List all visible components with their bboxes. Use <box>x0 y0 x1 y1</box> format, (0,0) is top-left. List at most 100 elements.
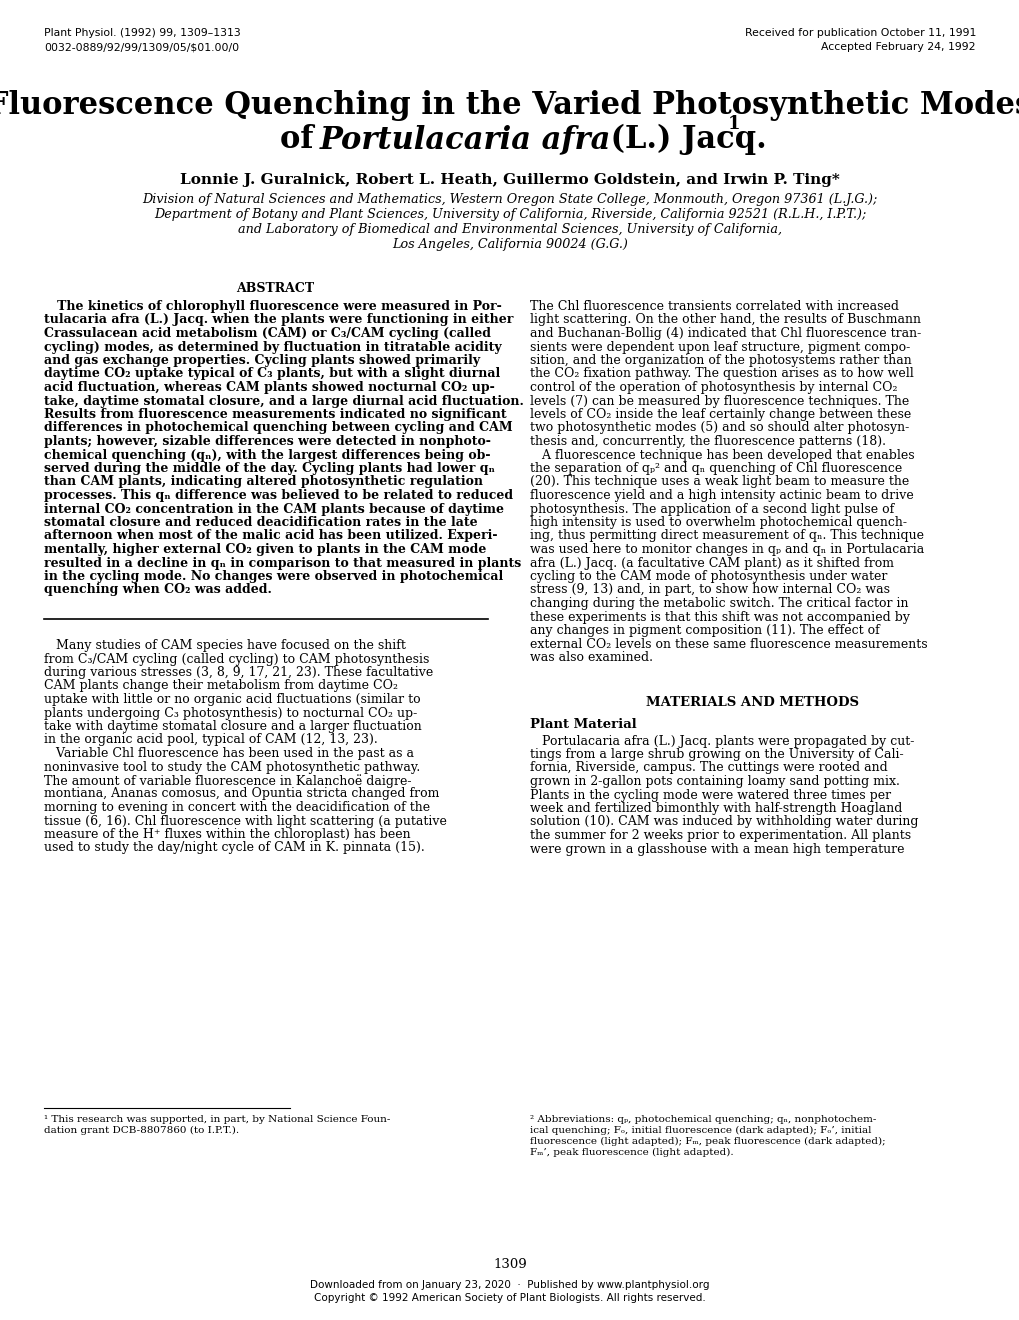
Text: the CO₂ fixation pathway. The question arises as to how well: the CO₂ fixation pathway. The question a… <box>530 367 913 380</box>
Text: quenching when CO₂ was added.: quenching when CO₂ was added. <box>44 583 272 597</box>
Text: cycling) modes, as determined by fluctuation in titratable acidity: cycling) modes, as determined by fluctua… <box>44 341 501 354</box>
Text: ing, thus permitting direct measurement of qₙ. This technique: ing, thus permitting direct measurement … <box>530 529 923 543</box>
Text: The amount of variable fluorescence in Kalanchoë daigre-: The amount of variable fluorescence in K… <box>44 774 411 788</box>
Text: Copyright © 1992 American Society of Plant Biologists. All rights reserved.: Copyright © 1992 American Society of Pla… <box>314 1294 705 1303</box>
Text: Plant Material: Plant Material <box>530 718 636 731</box>
Text: and Buchanan-Bollig (4) indicated that Chl fluorescence tran-: and Buchanan-Bollig (4) indicated that C… <box>530 327 920 341</box>
Text: from C₃/CAM cycling (called cycling) to CAM photosynthesis: from C₃/CAM cycling (called cycling) to … <box>44 652 429 665</box>
Text: mentally, higher external CO₂ given to plants in the CAM mode: mentally, higher external CO₂ given to p… <box>44 543 486 556</box>
Text: afra (L.) Jacq. (a facultative CAM plant) as it shifted from: afra (L.) Jacq. (a facultative CAM plant… <box>530 557 893 569</box>
Text: daytime CO₂ uptake typical of C₃ plants, but with a slight diurnal: daytime CO₂ uptake typical of C₃ plants,… <box>44 367 499 380</box>
Text: levels of CO₂ inside the leaf certainly change between these: levels of CO₂ inside the leaf certainly … <box>530 408 910 421</box>
Text: light scattering. On the other hand, the results of Buschmann: light scattering. On the other hand, the… <box>530 314 920 326</box>
Text: Lonnie J. Guralnick, Robert L. Heath, Guillermo Goldstein, and Irwin P. Ting*: Lonnie J. Guralnick, Robert L. Heath, Gu… <box>180 173 839 187</box>
Text: any changes in pigment composition (11). The effect of: any changes in pigment composition (11).… <box>530 624 878 638</box>
Text: ² Abbreviations: qₚ, photochemical quenching; qₙ, nonphotochem-: ² Abbreviations: qₚ, photochemical quenc… <box>530 1115 875 1125</box>
Text: The Chl fluorescence transients correlated with increased: The Chl fluorescence transients correlat… <box>530 300 898 313</box>
Text: 0032-0889/92/99/1309/05/$01.00/0: 0032-0889/92/99/1309/05/$01.00/0 <box>44 42 238 51</box>
Text: in the organic acid pool, typical of CAM (12, 13, 23).: in the organic acid pool, typical of CAM… <box>44 734 377 747</box>
Text: sition, and the organization of the photosystems rather than: sition, and the organization of the phot… <box>530 354 911 367</box>
Text: (L.) Jacq.: (L.) Jacq. <box>599 124 766 156</box>
Text: fluorescence (light adapted); Fₘ, peak fluorescence (dark adapted);: fluorescence (light adapted); Fₘ, peak f… <box>530 1137 884 1146</box>
Text: high intensity is used to overwhelm photochemical quench-: high intensity is used to overwhelm phot… <box>530 516 906 529</box>
Text: measure of the H⁺ fluxes within the chloroplast) has been: measure of the H⁺ fluxes within the chlo… <box>44 828 411 841</box>
Text: uptake with little or no organic acid fluctuations (similar to: uptake with little or no organic acid fl… <box>44 693 420 706</box>
Text: fluorescence yield and a high intensity actinic beam to drive: fluorescence yield and a high intensity … <box>530 488 913 502</box>
Text: ical quenching; Fₒ, initial fluorescence (dark adapted); Fₒ’, initial: ical quenching; Fₒ, initial fluorescence… <box>530 1126 870 1135</box>
Text: week and fertilized bimonthly with half-strength Hoagland: week and fertilized bimonthly with half-… <box>530 803 902 814</box>
Text: tissue (6, 16). Chl fluorescence with light scattering (a putative: tissue (6, 16). Chl fluorescence with li… <box>44 814 446 828</box>
Text: ¹ This research was supported, in part, by National Science Foun-: ¹ This research was supported, in part, … <box>44 1115 390 1125</box>
Text: montiana, Ananas comosus, and Opuntia stricta changed from: montiana, Ananas comosus, and Opuntia st… <box>44 788 439 800</box>
Text: dation grant DCB-8807860 (to I.P.T.).: dation grant DCB-8807860 (to I.P.T.). <box>44 1126 238 1135</box>
Text: used to study the day/night cycle of CAM in K. pinnata (15).: used to study the day/night cycle of CAM… <box>44 842 424 854</box>
Text: Plants in the cycling mode were watered three times per: Plants in the cycling mode were watered … <box>530 788 891 801</box>
Text: internal CO₂ concentration in the CAM plants because of daytime: internal CO₂ concentration in the CAM pl… <box>44 503 503 516</box>
Text: external CO₂ levels on these same fluorescence measurements: external CO₂ levels on these same fluore… <box>530 638 926 651</box>
Text: the separation of qₚ² and qₙ quenching of Chl fluorescence: the separation of qₚ² and qₙ quenching o… <box>530 462 902 475</box>
Text: morning to evening in concert with the deacidification of the: morning to evening in concert with the d… <box>44 801 430 814</box>
Text: plants undergoing C₃ photosynthesis) to nocturnal CO₂ up-: plants undergoing C₃ photosynthesis) to … <box>44 706 417 719</box>
Text: Downloaded from on January 23, 2020  ·  Published by www.plantphysiol.org: Downloaded from on January 23, 2020 · Pu… <box>310 1280 709 1290</box>
Text: stomatal closure and reduced deacidification rates in the late: stomatal closure and reduced deacidifica… <box>44 516 477 529</box>
Text: sients were dependent upon leaf structure, pigment compo-: sients were dependent upon leaf structur… <box>530 341 909 354</box>
Text: acid fluctuation, whereas CAM plants showed nocturnal CO₂ up-: acid fluctuation, whereas CAM plants sho… <box>44 381 494 393</box>
Text: take, daytime stomatal closure, and a large diurnal acid fluctuation.: take, daytime stomatal closure, and a la… <box>44 395 524 408</box>
Text: than CAM plants, indicating altered photosynthetic regulation: than CAM plants, indicating altered phot… <box>44 475 483 488</box>
Text: resulted in a decline in qₙ in comparison to that measured in plants: resulted in a decline in qₙ in compariso… <box>44 557 521 569</box>
Text: these experiments is that this shift was not accompanied by: these experiments is that this shift was… <box>530 610 909 623</box>
Text: were grown in a glasshouse with a mean high temperature: were grown in a glasshouse with a mean h… <box>530 842 904 855</box>
Text: cycling to the CAM mode of photosynthesis under water: cycling to the CAM mode of photosynthesi… <box>530 570 887 583</box>
Text: thesis and, concurrently, the fluorescence patterns (18).: thesis and, concurrently, the fluorescen… <box>530 436 886 447</box>
Text: Portulacaria afra (L.) Jacq. plants were propagated by cut-: Portulacaria afra (L.) Jacq. plants were… <box>530 734 913 747</box>
Text: take with daytime stomatal closure and a larger fluctuation: take with daytime stomatal closure and a… <box>44 719 421 733</box>
Text: Portulacaria afra: Portulacaria afra <box>320 124 610 154</box>
Text: in the cycling mode. No changes were observed in photochemical: in the cycling mode. No changes were obs… <box>44 570 502 583</box>
Text: served during the middle of the day. Cycling plants had lower qₙ: served during the middle of the day. Cyc… <box>44 462 494 475</box>
Text: tulacaria afra (L.) Jacq. when the plants were functioning in either: tulacaria afra (L.) Jacq. when the plant… <box>44 314 513 326</box>
Text: Variable Chl fluorescence has been used in the past as a: Variable Chl fluorescence has been used … <box>44 747 414 760</box>
Text: was also examined.: was also examined. <box>530 651 652 664</box>
Text: was used here to monitor changes in qₚ and qₙ in Portulacaria: was used here to monitor changes in qₚ a… <box>530 543 923 556</box>
Text: Many studies of CAM species have focused on the shift: Many studies of CAM species have focused… <box>44 639 406 652</box>
Text: afternoon when most of the malic acid has been utilized. Experi-: afternoon when most of the malic acid ha… <box>44 529 497 543</box>
Text: MATERIALS AND METHODS: MATERIALS AND METHODS <box>646 697 859 710</box>
Text: differences in photochemical quenching between cycling and CAM: differences in photochemical quenching b… <box>44 421 513 434</box>
Text: the summer for 2 weeks prior to experimentation. All plants: the summer for 2 weeks prior to experime… <box>530 829 910 842</box>
Text: The kinetics of chlorophyll fluorescence were measured in Por-: The kinetics of chlorophyll fluorescence… <box>44 300 501 313</box>
Text: two photosynthetic modes (5) and so should alter photosyn-: two photosynthetic modes (5) and so shou… <box>530 421 908 434</box>
Text: Received for publication October 11, 1991: Received for publication October 11, 199… <box>744 28 975 38</box>
Text: (20). This technique uses a weak light beam to measure the: (20). This technique uses a weak light b… <box>530 475 908 488</box>
Text: Fₘ’, peak fluorescence (light adapted).: Fₘ’, peak fluorescence (light adapted). <box>530 1148 733 1158</box>
Text: CAM plants change their metabolism from daytime CO₂: CAM plants change their metabolism from … <box>44 680 397 693</box>
Text: and gas exchange properties. Cycling plants showed primarily: and gas exchange properties. Cycling pla… <box>44 354 480 367</box>
Text: Accepted February 24, 1992: Accepted February 24, 1992 <box>820 42 975 51</box>
Text: grown in 2-gallon pots containing loamy sand potting mix.: grown in 2-gallon pots containing loamy … <box>530 775 899 788</box>
Text: Department of Botany and Plant Sciences, University of California, Riverside, Ca: Department of Botany and Plant Sciences,… <box>154 209 865 220</box>
Text: stress (9, 13) and, in part, to show how internal CO₂ was: stress (9, 13) and, in part, to show how… <box>530 583 890 597</box>
Text: 1: 1 <box>728 115 740 133</box>
Text: and Laboratory of Biomedical and Environmental Sciences, University of Californi: and Laboratory of Biomedical and Environ… <box>237 223 782 236</box>
Text: fornia, Riverside, campus. The cuttings were rooted and: fornia, Riverside, campus. The cuttings … <box>530 762 887 775</box>
Text: Fluorescence Quenching in the Varied Photosynthetic Modes: Fluorescence Quenching in the Varied Pho… <box>0 90 1019 121</box>
Text: chemical quenching (qₙ), with the largest differences being ob-: chemical quenching (qₙ), with the larges… <box>44 449 490 462</box>
Text: Division of Natural Sciences and Mathematics, Western Oregon State College, Monm: Division of Natural Sciences and Mathema… <box>143 193 876 206</box>
Text: Results from fluorescence measurements indicated no significant: Results from fluorescence measurements i… <box>44 408 506 421</box>
Text: of: of <box>280 124 324 154</box>
Text: Plant Physiol. (1992) 99, 1309–1313: Plant Physiol. (1992) 99, 1309–1313 <box>44 28 240 38</box>
Text: changing during the metabolic switch. The critical factor in: changing during the metabolic switch. Th… <box>530 597 908 610</box>
Text: during various stresses (3, 8, 9, 17, 21, 23). These facultative: during various stresses (3, 8, 9, 17, 21… <box>44 667 433 678</box>
Text: control of the operation of photosynthesis by internal CO₂: control of the operation of photosynthes… <box>530 381 897 393</box>
Text: levels (7) can be measured by fluorescence techniques. The: levels (7) can be measured by fluorescen… <box>530 395 908 408</box>
Text: of  Portulacaria afra  (L.) Jacq.: of Portulacaria afra (L.) Jacq. <box>253 124 766 156</box>
Text: Los Angeles, California 90024 (G.G.): Los Angeles, California 90024 (G.G.) <box>391 238 628 251</box>
Text: processes. This qₙ difference was believed to be related to reduced: processes. This qₙ difference was believ… <box>44 488 513 502</box>
Text: tings from a large shrub growing on the University of Cali-: tings from a large shrub growing on the … <box>530 748 903 762</box>
Text: ABSTRACT: ABSTRACT <box>235 282 314 294</box>
Text: photosynthesis. The application of a second light pulse of: photosynthesis. The application of a sec… <box>530 503 894 516</box>
Text: Crassulacean acid metabolism (CAM) or C₃/CAM cycling (called: Crassulacean acid metabolism (CAM) or C₃… <box>44 327 490 341</box>
Text: 1309: 1309 <box>492 1258 527 1271</box>
Text: plants; however, sizable differences were detected in nonphoto-: plants; however, sizable differences wer… <box>44 436 490 447</box>
Text: solution (10). CAM was induced by withholding water during: solution (10). CAM was induced by withho… <box>530 816 917 829</box>
Text: noninvasive tool to study the CAM photosynthetic pathway.: noninvasive tool to study the CAM photos… <box>44 760 420 774</box>
